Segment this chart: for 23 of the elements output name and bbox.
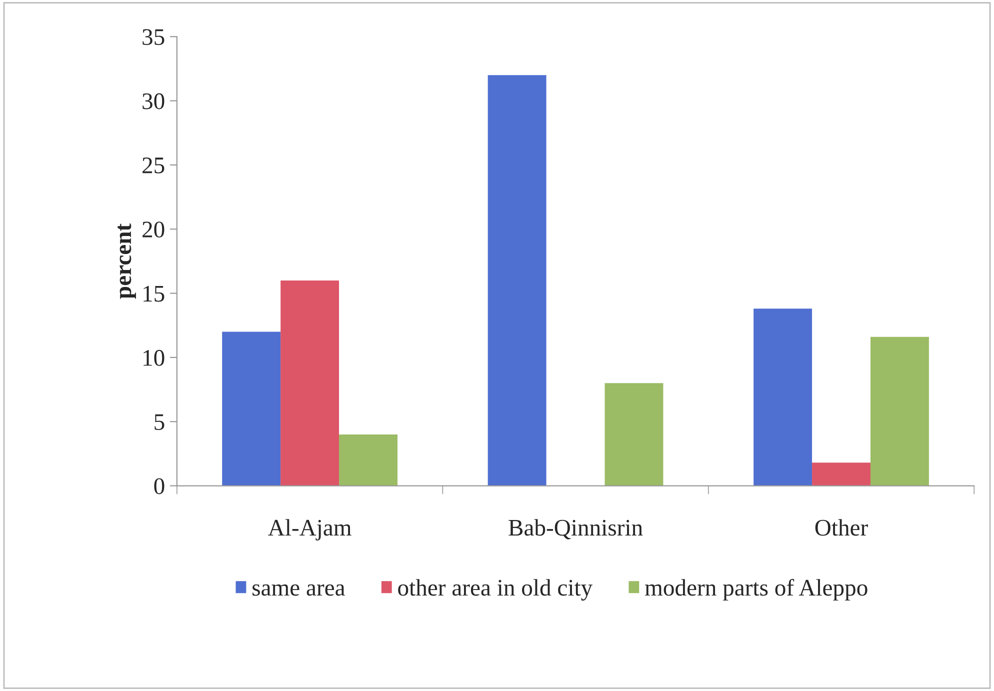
x-tick-label: Al-Ajam <box>268 519 352 541</box>
y-tick-label: 25 <box>142 158 164 174</box>
legend-label: other area in old city <box>398 579 593 601</box>
x-tick-label: Bab-Qinnisrin <box>508 519 643 540</box>
bar <box>280 280 340 486</box>
bar <box>488 75 546 486</box>
bar <box>604 383 664 486</box>
y-tick-label: 35 <box>142 29 164 46</box>
y-axis-title: percent <box>118 223 136 299</box>
bar <box>812 462 870 486</box>
y-tick-label: 5 <box>154 414 164 430</box>
y-tick-label: 30 <box>142 93 164 110</box>
y-tick-label: 15 <box>144 286 164 302</box>
y-tick-label: 0 <box>154 478 164 494</box>
legend-label: same area <box>252 584 345 596</box>
bar <box>222 332 281 486</box>
bar <box>870 336 929 486</box>
bar <box>754 308 812 486</box>
x-tick-label: Other <box>815 519 868 536</box>
y-tick-label: 20 <box>142 222 164 238</box>
legend-label: modern parts of Aleppo <box>645 578 868 601</box>
y-tick-label: 10 <box>144 350 164 366</box>
bar <box>339 434 398 486</box>
